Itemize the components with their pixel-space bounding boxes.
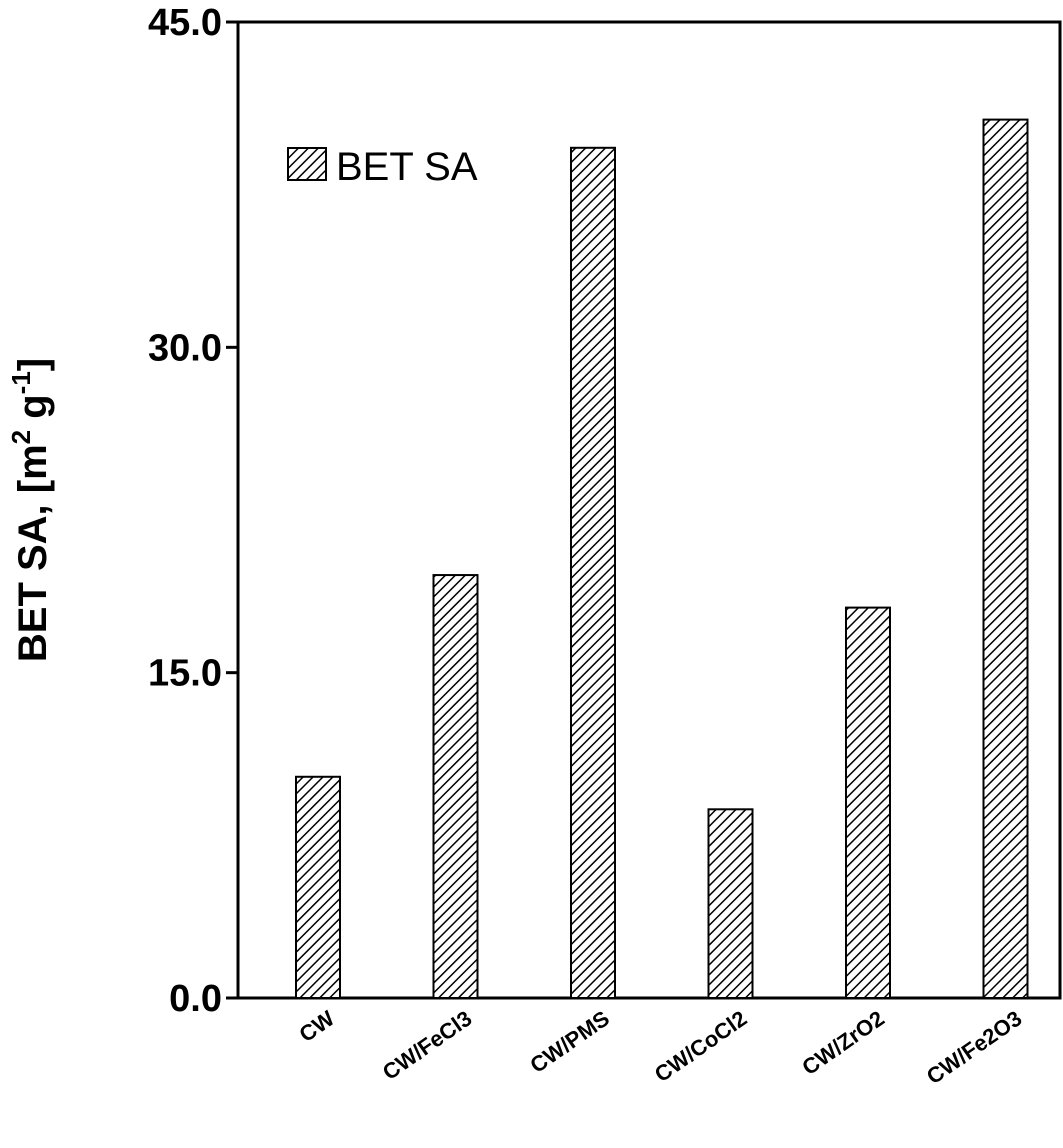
x-category-label: CW [295,1005,340,1047]
y-axis-title: BET SA, [m2 g-1] [6,358,55,662]
y-tick-label: 30.0 [148,327,222,369]
legend-label: BET SA [336,145,478,189]
x-category-label: CW/Fe2O3 [922,1006,1026,1090]
bar [432,574,479,999]
legend: BET SA [287,145,478,189]
y-tick-label: 15.0 [148,653,222,695]
plot-frame [236,20,1062,1000]
x-axis-labels: CW CW/FeCl3 CW/PMS CW/CoCl2 CW/ZrO2 CW/Fe2O3 [295,1005,1027,1089]
x-category-label: CW/FeCl3 [378,1006,476,1085]
x-category-label: CW/CoCl2 [650,1006,751,1087]
bar [845,606,891,999]
legend-swatch [287,147,327,181]
x-category-label: CW/ZrO2 [797,1006,888,1080]
bar [982,118,1029,1000]
y-tick-label: 45.0 [148,2,222,44]
y-axis-ticks: 0.0 15.0 30.0 45.0 [148,2,238,1020]
x-category-label: CW/PMS [525,1006,613,1078]
bars [295,118,1029,1000]
y-tick-label: 0.0 [169,978,222,1020]
bar [707,808,754,999]
bar [295,775,341,999]
bar [570,146,616,1000]
